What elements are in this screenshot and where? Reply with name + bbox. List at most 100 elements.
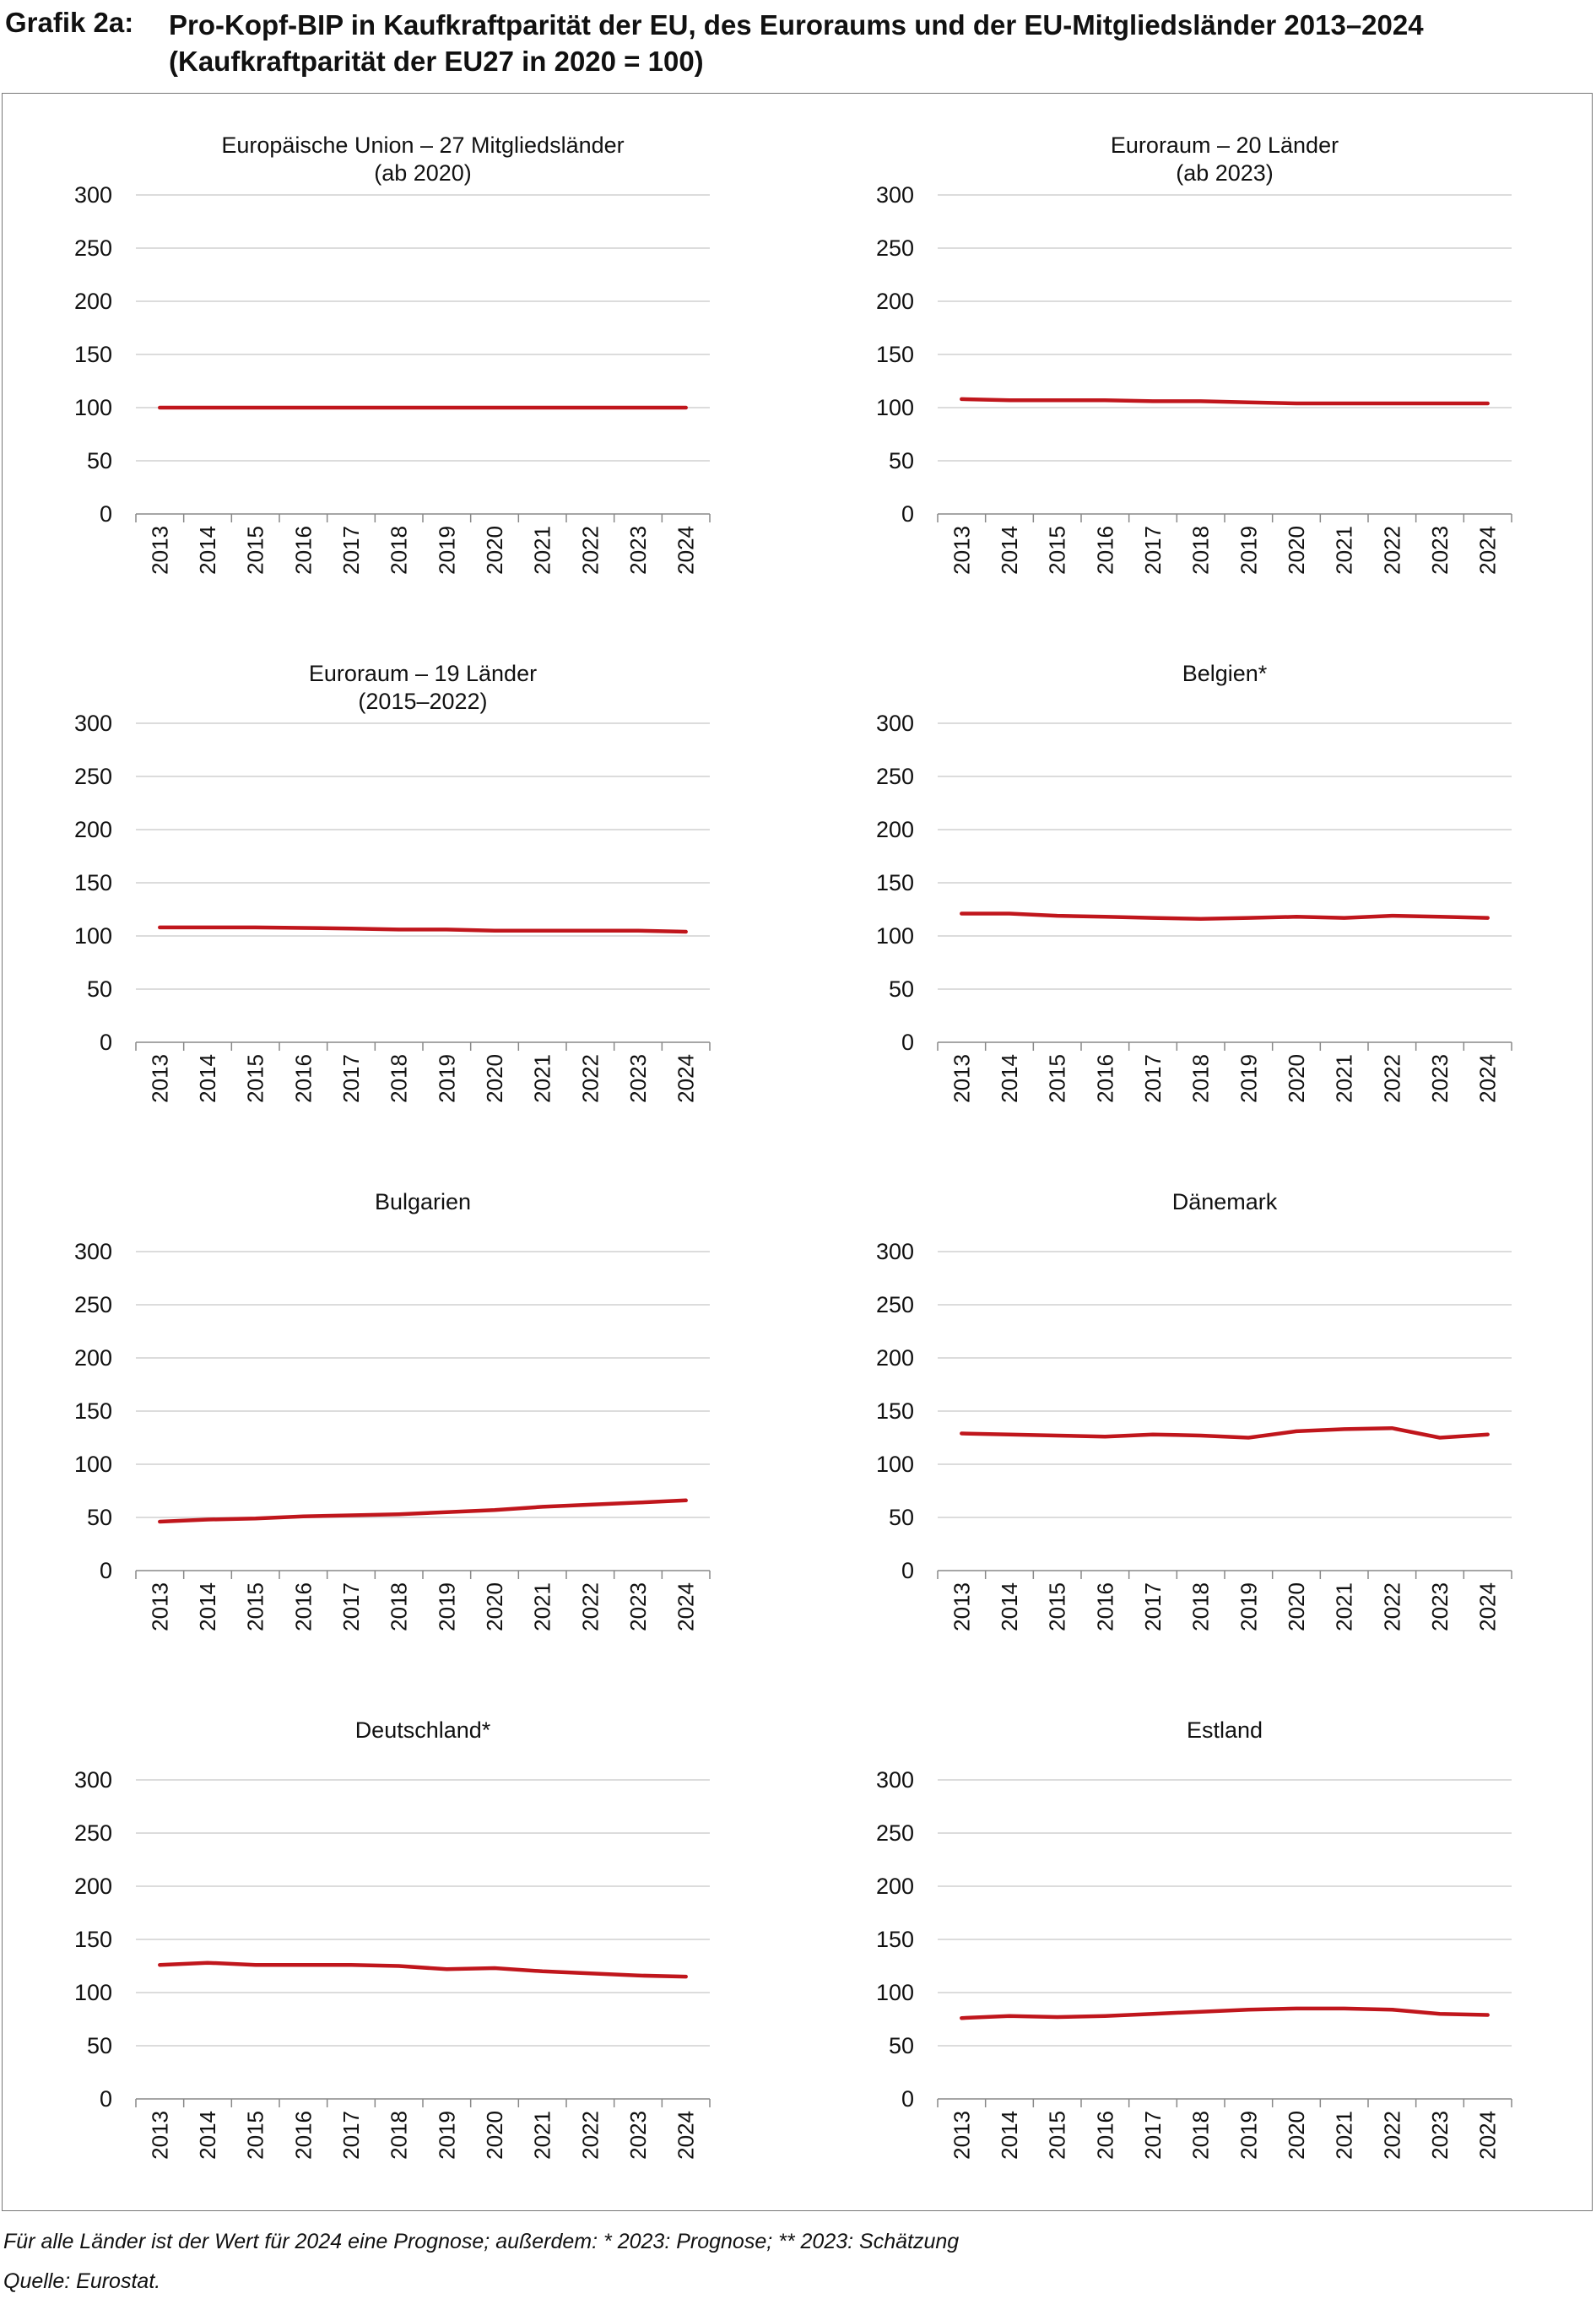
x-tick-label: 2021 (1332, 1054, 1357, 1103)
y-tick-label: 0 (901, 1030, 914, 1055)
data-point (493, 406, 496, 409)
data-point (1295, 915, 1298, 918)
x-tick-label: 2017 (338, 1054, 364, 1103)
data-point (1247, 401, 1250, 404)
x-tick-label: 2017 (1140, 526, 1166, 575)
x-tick-label: 2024 (674, 526, 699, 575)
x-tick-label: 2020 (1284, 1582, 1309, 1631)
data-point (158, 406, 161, 409)
y-tick-label: 150 (74, 1398, 112, 1424)
x-tick-label: 2015 (1045, 526, 1070, 575)
x-tick-label: 2022 (1379, 1054, 1404, 1103)
x-tick-label: 2014 (195, 1582, 220, 1631)
x-tick-label: 2020 (482, 1054, 507, 1103)
data-point (493, 1966, 496, 1970)
y-tick-label: 100 (876, 1980, 914, 2005)
x-tick-label: 2023 (625, 1582, 651, 1631)
y-tick-label: 300 (74, 1239, 112, 1264)
x-tick-label: 2020 (482, 1582, 507, 1631)
x-tick-label: 2018 (1188, 1054, 1214, 1103)
y-tick-label: 300 (876, 182, 914, 208)
x-tick-label: 2023 (1427, 1582, 1453, 1631)
data-point (206, 926, 209, 929)
data-point (1247, 2008, 1250, 2011)
data-point (493, 929, 496, 933)
x-tick-label: 2014 (997, 1582, 1022, 1631)
data-point (398, 406, 401, 409)
footnote: Für alle Länder ist der Wert für 2024 ei… (3, 2230, 960, 2253)
data-point (588, 1503, 592, 1506)
x-tick-label: 2015 (1045, 2111, 1070, 2160)
x-tick-label: 2022 (577, 526, 603, 575)
x-tick-label: 2014 (997, 1054, 1022, 1103)
x-tick-label: 2014 (195, 1054, 220, 1103)
data-point (445, 1967, 448, 1971)
x-tick-label: 2018 (1188, 1582, 1214, 1631)
data-point (1199, 399, 1203, 403)
x-tick-label: 2017 (338, 2111, 364, 2160)
data-point (493, 1508, 496, 1512)
x-tick-label: 2013 (949, 2111, 974, 2160)
data-point (158, 1520, 161, 1523)
y-tick-label: 50 (87, 2033, 112, 2058)
data-point (541, 1505, 544, 1508)
y-tick-label: 150 (74, 342, 112, 367)
x-tick-label: 2013 (949, 1054, 974, 1103)
chart-title: Belgien* (1182, 661, 1268, 686)
data-point (1199, 917, 1203, 921)
x-tick-label: 2019 (1236, 526, 1261, 575)
data-point (636, 1974, 640, 1977)
x-tick-label: 2018 (387, 2111, 412, 2160)
y-tick-label: 200 (876, 817, 914, 842)
x-tick-label: 2022 (577, 1582, 603, 1631)
y-tick-label: 0 (100, 1030, 112, 1055)
x-tick-label: 2016 (1092, 1582, 1117, 1631)
figure-title-line1: Pro-Kopf-BIP in Kaufkraftparität der EU,… (169, 9, 1424, 41)
y-tick-label: 200 (876, 1874, 914, 1899)
data-point (1008, 398, 1011, 402)
data-point (301, 406, 305, 409)
data-point (636, 929, 640, 933)
data-point (1008, 912, 1011, 916)
y-tick-label: 50 (87, 976, 112, 1002)
y-tick-label: 50 (87, 448, 112, 473)
x-tick-label: 2014 (997, 526, 1022, 575)
data-point (1390, 1426, 1393, 1430)
x-tick-label: 2020 (482, 2111, 507, 2160)
x-tick-label: 2018 (1188, 526, 1214, 575)
data-point (1151, 2012, 1155, 2015)
data-point (684, 1975, 688, 1978)
x-tick-label: 2020 (482, 526, 507, 575)
figure-label: Grafik 2a: (5, 7, 134, 38)
x-tick-label: 2023 (625, 526, 651, 575)
data-point (1390, 914, 1393, 917)
figure-title: Pro-Kopf-BIP in Kaufkraftparität der EU,… (169, 7, 1587, 79)
y-tick-label: 250 (876, 1820, 914, 1846)
y-tick-label: 200 (74, 1874, 112, 1899)
y-tick-label: 250 (74, 1292, 112, 1317)
data-point (541, 406, 544, 409)
data-point (1343, 402, 1346, 405)
x-tick-label: 2017 (1140, 2111, 1166, 2160)
data-point (1103, 398, 1106, 402)
x-tick-label: 2016 (1092, 1054, 1117, 1103)
y-tick-label: 250 (876, 764, 914, 789)
x-tick-label: 2021 (530, 2111, 555, 2160)
x-tick-label: 2018 (387, 526, 412, 575)
x-tick-label: 2018 (387, 1582, 412, 1631)
y-tick-label: 300 (74, 182, 112, 208)
x-tick-label: 2019 (1236, 1054, 1261, 1103)
data-point (1343, 1427, 1346, 1431)
x-tick-label: 2016 (290, 2111, 316, 2160)
data-point (1343, 2007, 1346, 2010)
data-point (158, 926, 161, 929)
data-point (588, 929, 592, 933)
x-tick-label: 2018 (387, 1054, 412, 1103)
data-point (1199, 1434, 1203, 1437)
series-line (960, 1425, 1490, 1440)
y-tick-label: 0 (100, 1558, 112, 1583)
data-point (1486, 2013, 1490, 2016)
x-tick-label: 2022 (1379, 2111, 1404, 2160)
data-point (349, 1963, 353, 1966)
chart-panel-2: Euroraum – 20 Länder(ab 2023) 0 50 100 150 20… (876, 133, 1512, 575)
